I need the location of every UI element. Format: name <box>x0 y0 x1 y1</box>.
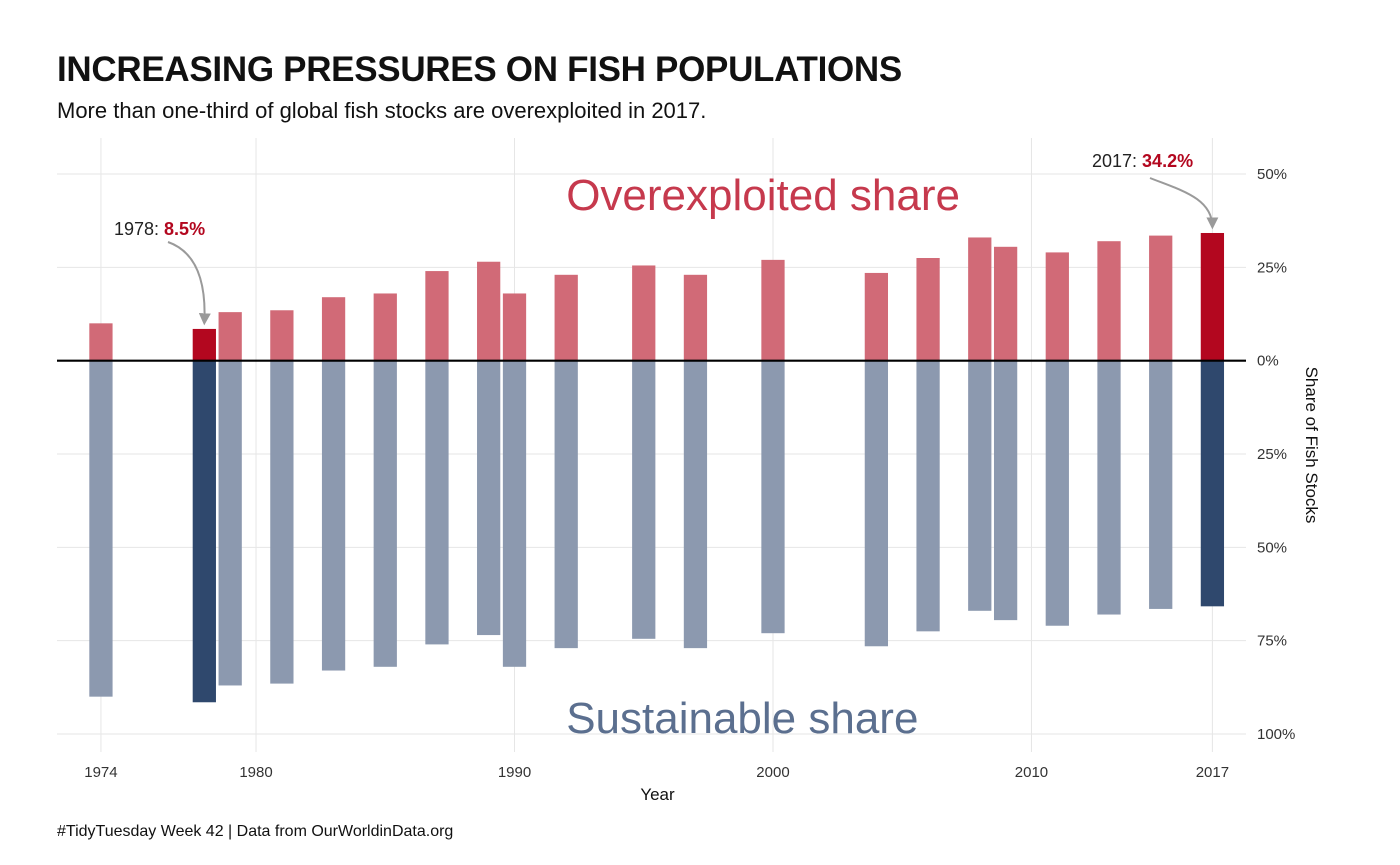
bar-sustainable-2000 <box>761 360 785 634</box>
bar-overexploited-1979 <box>218 312 242 361</box>
y-tick-label: 50% <box>1257 166 1287 183</box>
chart-caption: #TidyTuesday Week 42 | Data from OurWorl… <box>57 823 454 840</box>
chart-title: INCREASING PRESSURES ON FISH POPULATIONS <box>57 50 902 89</box>
bar-overexploited-2006 <box>916 258 940 361</box>
bar-overexploited-2011 <box>1045 252 1069 361</box>
bar-sustainable-2017 <box>1200 360 1225 607</box>
bar-sustainable-1978 <box>192 360 216 703</box>
bar-overexploited-2017 <box>1200 232 1225 361</box>
bars <box>89 232 1225 703</box>
x-tick-labels: 1974 1980 1990 2000 2010 2017 <box>84 764 1229 781</box>
bar-overexploited-2004 <box>864 272 889 361</box>
bar-overexploited-1983 <box>321 297 346 361</box>
bar-sustainable-1979 <box>218 360 242 686</box>
bar-sustainable-2009 <box>993 360 1018 621</box>
chart-subtitle: More than one-third of global fish stock… <box>57 98 707 123</box>
bar-sustainable-1974 <box>89 360 113 697</box>
bar-sustainable-1992 <box>554 360 578 649</box>
region-label-sustainable: Sustainable share <box>566 694 918 743</box>
x-tick-label: 1974 <box>84 764 117 781</box>
bar-overexploited-1992 <box>554 274 578 361</box>
bar-sustainable-1985 <box>373 360 397 667</box>
bar-sustainable-1990 <box>502 360 527 667</box>
y-tick-label: 25% <box>1257 446 1287 463</box>
x-tick-label: 1990 <box>498 764 531 781</box>
annotation-label-1978: 1978: 8.5% <box>114 219 205 239</box>
bar-overexploited-1997 <box>683 274 708 361</box>
bar-overexploited-1978 <box>192 328 216 361</box>
bar-overexploited-1990 <box>502 293 527 361</box>
bar-overexploited-2009 <box>993 246 1018 361</box>
y-tick-label: 100% <box>1257 726 1295 743</box>
x-tick-label: 2017 <box>1196 764 1229 781</box>
annotation-label-2017: 2017: 34.2% <box>1092 151 1193 171</box>
bar-sustainable-2013 <box>1097 360 1121 615</box>
bar-sustainable-1995 <box>632 360 656 639</box>
y-tick-label: 0% <box>1257 353 1279 370</box>
y-tick-label: 25% <box>1257 259 1287 276</box>
y-tick-labels: 50% 25% 0% 25% 50% 75% 100% <box>1257 166 1295 743</box>
annotation-arrow-2017 <box>1149 177 1219 230</box>
bar-sustainable-1983 <box>321 360 346 671</box>
bar-sustainable-2004 <box>864 360 889 647</box>
annotations: 1978: 8.5% 2017: 34.2% <box>114 151 1219 326</box>
y-tick-label: 75% <box>1257 633 1287 650</box>
bar-sustainable-2015 <box>1149 360 1173 609</box>
bar-overexploited-1995 <box>632 265 656 361</box>
bar-overexploited-2013 <box>1097 241 1121 361</box>
y-axis-title: Share of Fish Stocks <box>1302 367 1321 524</box>
bar-overexploited-2008 <box>968 237 992 361</box>
x-tick-label: 2000 <box>756 764 789 781</box>
x-tick-label: 1980 <box>239 764 272 781</box>
bar-sustainable-2011 <box>1045 360 1069 626</box>
bar-overexploited-2000 <box>761 259 785 361</box>
region-label-overexploited: Overexploited share <box>566 171 960 220</box>
bar-overexploited-1985 <box>373 293 397 361</box>
x-axis-title: Year <box>640 785 675 804</box>
bar-overexploited-1989 <box>477 261 501 361</box>
bar-sustainable-1981 <box>270 360 294 684</box>
bar-overexploited-2015 <box>1149 235 1173 361</box>
bar-overexploited-1987 <box>425 271 449 361</box>
bar-sustainable-2006 <box>916 360 940 632</box>
x-tick-label: 2010 <box>1015 764 1048 781</box>
bar-sustainable-2008 <box>968 360 992 611</box>
bar-sustainable-1997 <box>683 360 708 649</box>
bar-overexploited-1981 <box>270 310 294 361</box>
y-tick-label: 50% <box>1257 539 1287 556</box>
bar-overexploited-1974 <box>89 323 113 361</box>
bar-sustainable-1987 <box>425 360 449 645</box>
bar-sustainable-1989 <box>477 360 501 636</box>
annotation-arrow-1978 <box>167 241 211 326</box>
